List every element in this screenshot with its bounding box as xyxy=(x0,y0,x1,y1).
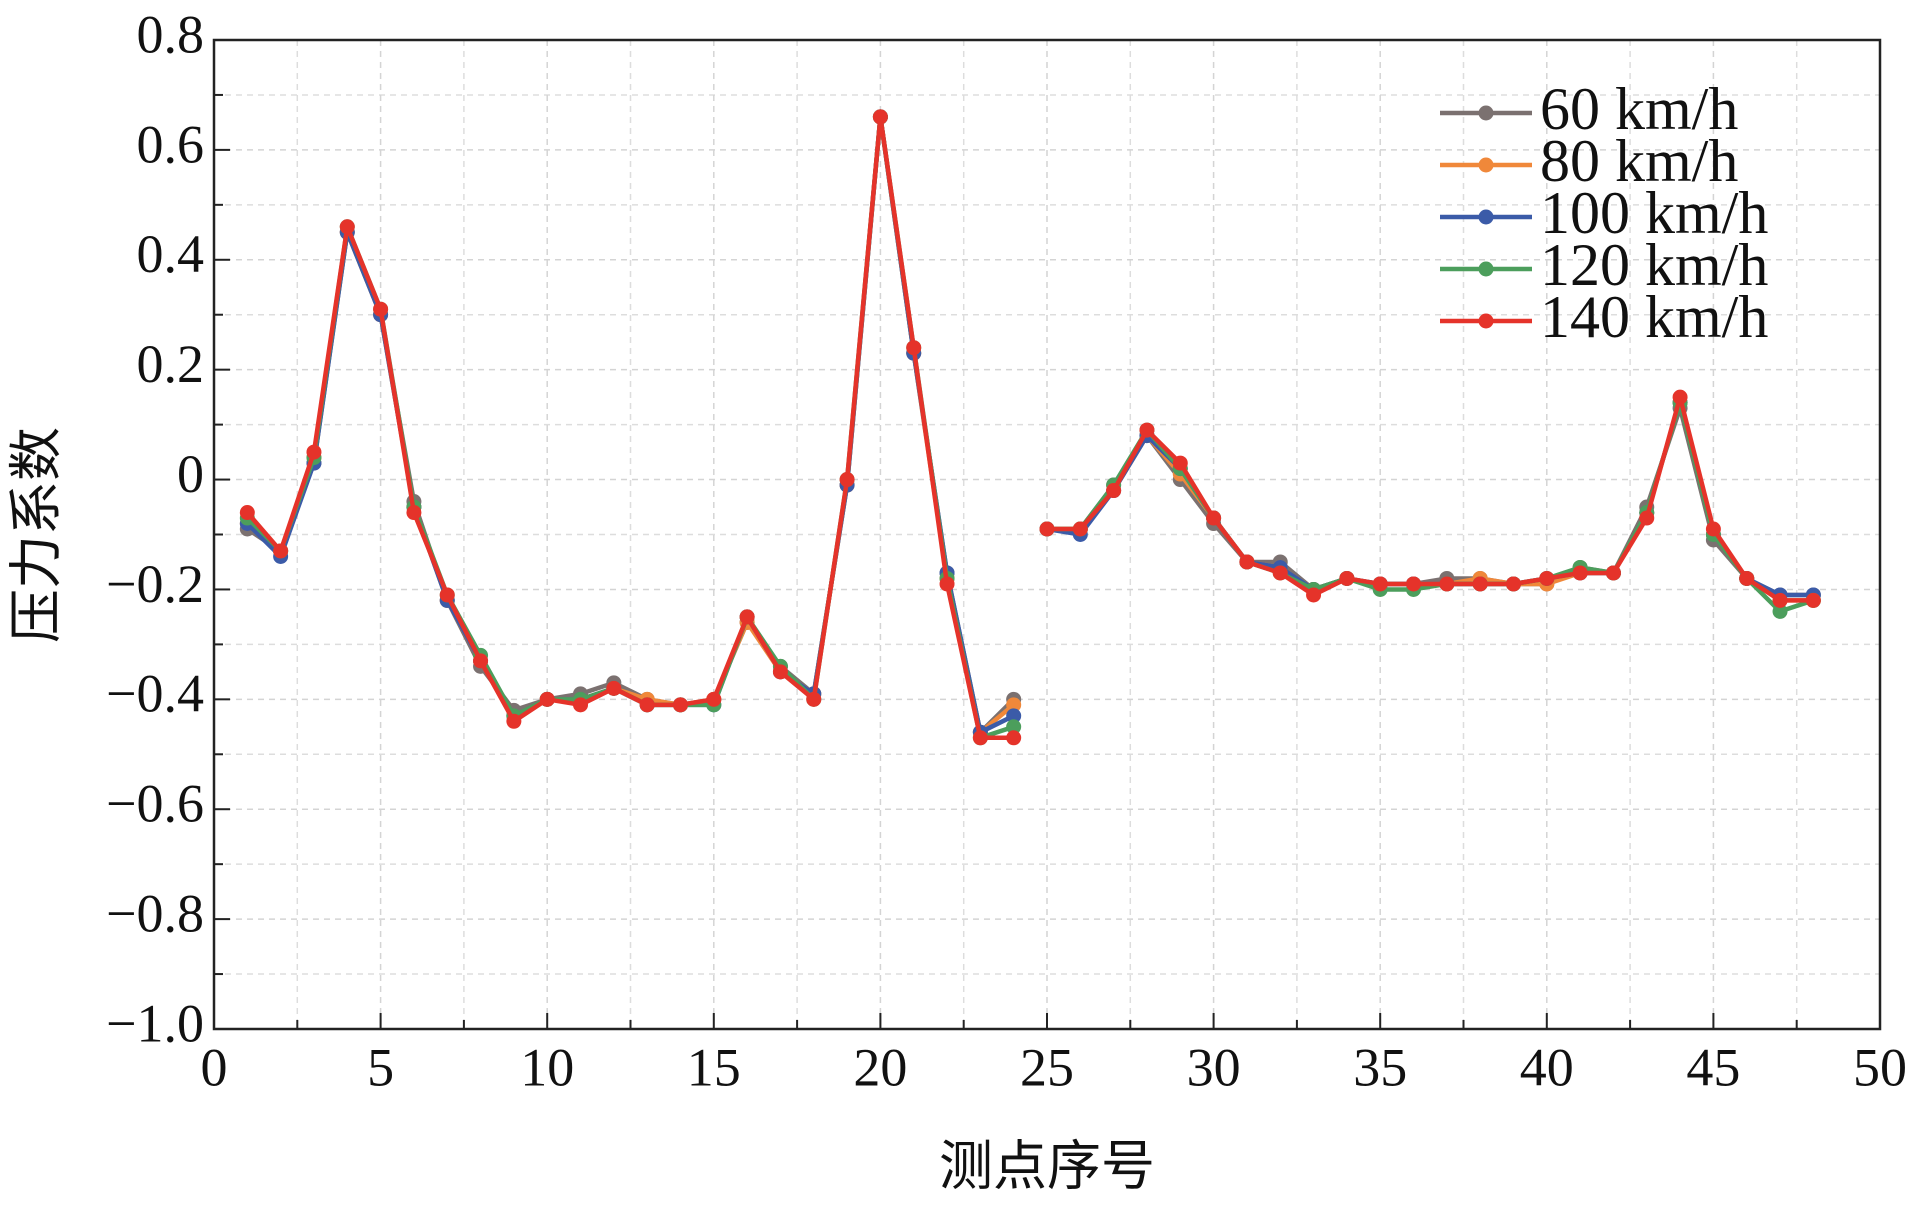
data-point xyxy=(706,691,722,707)
data-point xyxy=(1772,592,1788,608)
data-point xyxy=(1672,389,1688,405)
data-point xyxy=(406,505,422,521)
data-point xyxy=(1172,455,1188,471)
y-tick-label: 0.4 xyxy=(137,224,205,284)
data-point xyxy=(1006,708,1022,724)
y-tick-label: 0.8 xyxy=(137,4,205,64)
data-point xyxy=(1406,576,1422,592)
data-point xyxy=(1239,554,1255,570)
data-point xyxy=(639,697,655,713)
data-point xyxy=(1306,587,1322,603)
x-tick-label: 15 xyxy=(687,1037,741,1097)
data-point xyxy=(1705,521,1721,537)
data-point xyxy=(1072,521,1088,537)
x-tick-label: 25 xyxy=(1020,1037,1074,1097)
y-axis-label: 压力系数 xyxy=(6,427,66,643)
data-point xyxy=(1572,565,1588,581)
plot-frame xyxy=(212,38,1882,1031)
y-tick-label: 0.2 xyxy=(137,334,205,394)
data-point xyxy=(939,576,955,592)
data-point xyxy=(1006,730,1022,746)
data-point xyxy=(1472,576,1488,592)
data-point xyxy=(906,340,922,356)
data-point xyxy=(1206,510,1222,526)
data-point xyxy=(1772,603,1788,619)
legend-marker xyxy=(1478,313,1494,329)
data-point xyxy=(239,505,255,521)
x-tick-label: 45 xyxy=(1686,1037,1740,1097)
x-tick-label: 10 xyxy=(520,1037,574,1097)
y-tick-label: −0.4 xyxy=(106,664,204,724)
data-point xyxy=(672,697,688,713)
legend-label: 80 km/h xyxy=(1540,128,1738,194)
data-point xyxy=(1139,422,1155,438)
data-point xyxy=(306,444,322,460)
x-tick-label: 35 xyxy=(1353,1037,1407,1097)
data-point xyxy=(1039,521,1055,537)
data-point xyxy=(606,680,622,696)
data-point xyxy=(1339,570,1355,586)
y-tick-label: −0.2 xyxy=(106,554,204,614)
data-point xyxy=(539,691,555,707)
data-point xyxy=(772,664,788,680)
data-point xyxy=(1505,576,1521,592)
x-axis-label: 测点序号 xyxy=(939,1136,1155,1196)
data-point xyxy=(1372,576,1388,592)
data-point xyxy=(573,697,589,713)
data-point xyxy=(1439,576,1455,592)
legend-label: 100 km/h xyxy=(1540,180,1768,246)
data-point xyxy=(273,543,289,559)
data-point xyxy=(1805,592,1821,608)
data-point xyxy=(839,472,855,488)
data-point xyxy=(1006,719,1022,735)
legend-label: 140 km/h xyxy=(1540,284,1768,350)
y-tick-label: 0.6 xyxy=(137,114,205,174)
x-tick-label: 5 xyxy=(367,1037,394,1097)
legend-label: 60 km/h xyxy=(1540,76,1738,142)
data-point xyxy=(439,587,455,603)
legend-marker xyxy=(1478,105,1494,121)
data-point xyxy=(1739,570,1755,586)
data-point xyxy=(339,219,355,235)
y-tick-label: −1.0 xyxy=(106,993,204,1053)
data-point xyxy=(1605,565,1621,581)
data-point xyxy=(806,691,822,707)
data-point xyxy=(1272,565,1288,581)
legend-marker xyxy=(1478,209,1494,225)
y-tick-label: 0 xyxy=(177,444,204,504)
legend-marker xyxy=(1478,157,1494,173)
y-tick-label: −0.8 xyxy=(106,884,204,944)
data-point xyxy=(1539,570,1555,586)
series-line xyxy=(245,114,1814,741)
legend-label: 120 km/h xyxy=(1540,232,1768,298)
x-tick-label: 30 xyxy=(1187,1037,1241,1097)
data-point xyxy=(739,609,755,625)
x-tick-label: 40 xyxy=(1520,1037,1574,1097)
data-point xyxy=(872,109,888,125)
y-tick-label: −0.6 xyxy=(106,774,204,834)
data-point xyxy=(1639,510,1655,526)
x-tick-label: 20 xyxy=(853,1037,907,1097)
x-tick-label: 50 xyxy=(1853,1037,1907,1097)
data-point xyxy=(1006,697,1022,713)
data-point xyxy=(1106,483,1122,499)
data-point xyxy=(473,653,489,669)
data-point xyxy=(972,730,988,746)
x-tick-label: 0 xyxy=(201,1037,228,1097)
legend-marker xyxy=(1478,261,1494,277)
data-point xyxy=(373,301,389,317)
data-point xyxy=(506,713,522,729)
